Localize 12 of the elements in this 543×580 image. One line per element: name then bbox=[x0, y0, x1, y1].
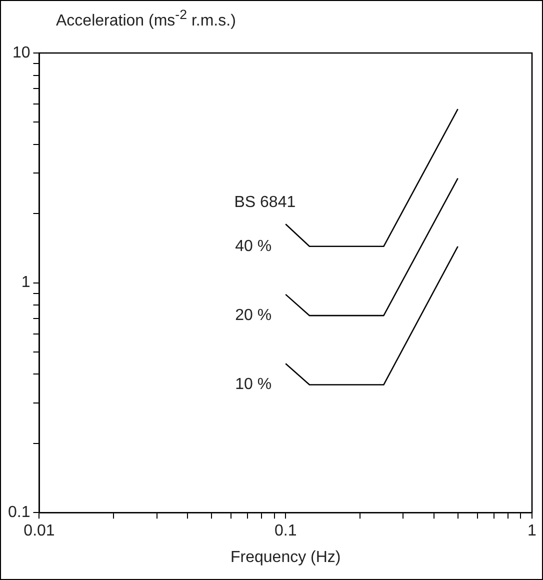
y-tick-label: 10 bbox=[12, 44, 30, 62]
x-tick-label: 0.01 bbox=[24, 522, 55, 540]
y-tick-label: 1 bbox=[21, 274, 30, 292]
x-axis-title: Frequency (Hz) bbox=[230, 548, 341, 566]
y-tick-label: 0.1 bbox=[8, 504, 30, 522]
y-axis-title: Acceleration (ms$^{-2}$ r.m.s.) bbox=[56, 7, 236, 30]
x-tick-label: 1 bbox=[528, 522, 537, 540]
x-tick-label: 0.1 bbox=[274, 522, 297, 540]
series-label: 10 % bbox=[235, 376, 272, 394]
series-label: 40 % bbox=[235, 238, 272, 255]
annotation: BS 6841 bbox=[234, 194, 296, 211]
series-label: 20 % bbox=[235, 306, 272, 324]
